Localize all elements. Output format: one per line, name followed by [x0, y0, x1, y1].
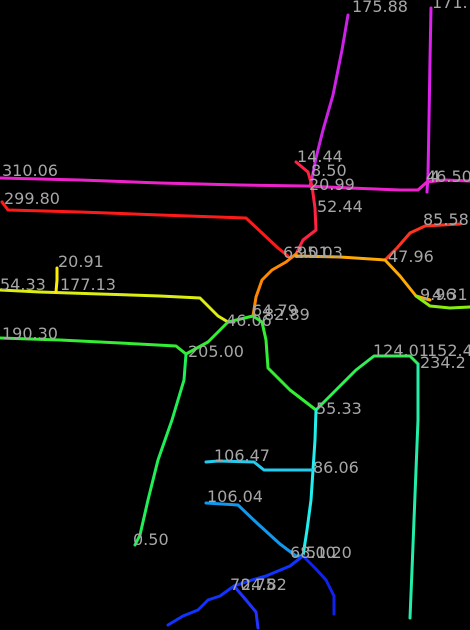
station-label: 171. — [432, 0, 468, 12]
station-label: 152.4 — [427, 341, 470, 360]
route-line-green-w — [0, 314, 318, 412]
route-line-sky — [204, 501, 305, 558]
station-label: 106.04 — [207, 487, 263, 506]
route-line-magenta-a — [308, 13, 350, 188]
route-line-blue-sw — [232, 584, 260, 630]
station-label: 68.00 — [290, 543, 336, 562]
station-label: 64.79 — [252, 301, 298, 320]
station-label: 8.50 — [311, 161, 347, 180]
route-line-orange-mid — [251, 252, 298, 318]
station-label: 82.89 — [264, 305, 310, 324]
station-label: 4.31 — [432, 285, 468, 304]
route-line-green-sw — [133, 352, 188, 547]
station-label: 54.33 — [0, 275, 46, 294]
station-label: 70.75 — [230, 575, 276, 594]
station-label: 190.30 — [2, 324, 58, 343]
station-label: 234.2 — [420, 353, 466, 372]
station-label: 52.44 — [317, 197, 363, 216]
station-label: 86.06 — [313, 458, 359, 477]
route-line-teal-e — [408, 362, 420, 620]
route-line-yellow-w — [0, 288, 230, 324]
station-label: 299.80 — [4, 189, 60, 208]
station-label: 20.91 — [58, 252, 104, 271]
route-line-green-se — [314, 354, 420, 412]
route-line-cyan-a — [301, 408, 318, 558]
station-label: 175.88 — [352, 0, 408, 16]
station-label: 4 — [430, 167, 440, 186]
station-label: 46.06 — [226, 311, 272, 330]
station-label: 63.01 — [283, 243, 329, 262]
route-line-pink — [0, 176, 470, 192]
station-label: 55.33 — [316, 399, 362, 418]
station-label: 95.03 — [297, 243, 343, 262]
route-lines — [0, 6, 470, 630]
station-label: 177.13 — [60, 275, 116, 294]
route-line-blue-s — [166, 554, 305, 627]
route-line-orange-ne — [383, 222, 462, 262]
station-label: 205.00 — [188, 342, 244, 361]
route-line-red-h — [0, 200, 290, 258]
station-label: 9.96 — [420, 285, 456, 304]
station-label: 106.47 — [214, 446, 270, 465]
station-label: 46.50 — [426, 167, 470, 186]
station-label: 14.44 — [297, 147, 343, 166]
station-label: 124.01 — [373, 341, 429, 360]
route-line-cyan-b — [204, 459, 314, 472]
route-line-yellow-spur — [54, 266, 59, 294]
station-label: 310.06 — [2, 161, 58, 180]
station-label: 0.50 — [133, 530, 169, 549]
station-label: 51.20 — [306, 543, 352, 562]
station-label: 47.96 — [388, 247, 434, 266]
route-line-lime-north — [414, 294, 470, 310]
route-line-red-v — [294, 160, 318, 256]
station-label: 24.82 — [241, 575, 287, 594]
station-labels: 175.88 171. 14.44 8.50 20.99 310.06 46.5… — [0, 0, 470, 594]
route-line-blue-se — [301, 554, 336, 616]
station-label: 85.58 — [423, 210, 469, 229]
station-label: 20.99 — [309, 175, 355, 194]
